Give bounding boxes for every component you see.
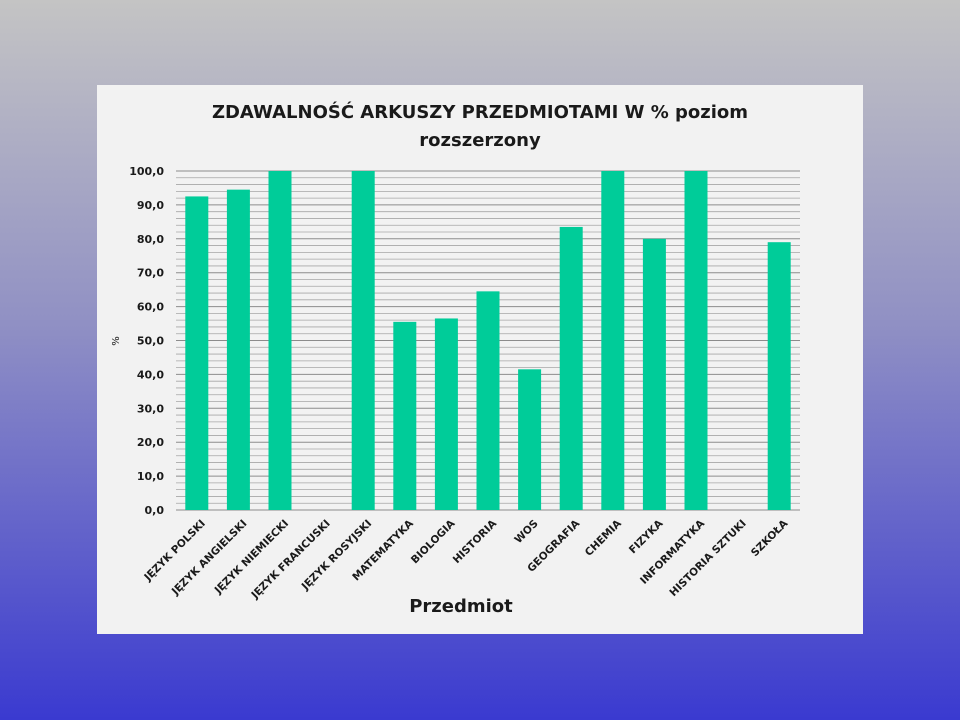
bar <box>684 171 708 510</box>
x-tick-label: JĘZYK FRANCUSKI <box>248 518 332 602</box>
y-tick-label: 60,0 <box>137 301 164 314</box>
bar <box>642 238 666 511</box>
y-tick-label: 40,0 <box>137 368 164 381</box>
x-tick-label: SZKOŁA <box>749 517 791 559</box>
y-tick-label: 70,0 <box>137 267 164 280</box>
bar <box>434 318 458 510</box>
y-tick-label: 80,0 <box>137 233 164 246</box>
bar <box>767 242 791 510</box>
bar <box>559 226 583 510</box>
x-tick-label: WOS <box>512 518 540 546</box>
chart-title: ZDAWALNOŚĆ ARKUSZY PRZEDMIOTAMI W % pozi… <box>211 102 749 151</box>
bar <box>185 196 209 511</box>
y-tick-label: 100,0 <box>129 165 164 178</box>
x-tick-label: JĘZYK ROSYJSKI <box>299 518 375 594</box>
bar <box>476 291 500 510</box>
x-tick-label: JĘZYK ANGIELSKI <box>169 518 250 599</box>
bar <box>601 171 625 510</box>
chart-panel: ZDAWALNOŚĆ ARKUSZY PRZEDMIOTAMI W % pozi… <box>97 85 863 634</box>
bar <box>351 171 375 510</box>
bar <box>518 369 542 510</box>
bar-chart: 0,0 10,0 20,0 30,0 40,0 50,0 60,0 70,0 80,0 90,0 1… <box>111 165 800 617</box>
x-axis-title: Przedmiot <box>409 596 513 617</box>
y-tick-label: 30,0 <box>137 402 164 415</box>
bar <box>226 189 250 510</box>
y-tick-label: 50,0 <box>137 335 164 348</box>
y-tick-label: 90,0 <box>137 199 164 212</box>
x-tick-label: CHEMIA <box>583 517 625 559</box>
y-tick-label: 0,0 <box>145 504 165 517</box>
bar <box>393 321 417 510</box>
x-tick-label: HISTORIA <box>451 517 500 566</box>
x-tick-label: FIZYKA <box>627 517 666 556</box>
bar <box>268 171 292 510</box>
y-tick-label: 20,0 <box>137 436 164 449</box>
x-tick-label: HISTORIA SZTUKI <box>667 518 748 599</box>
y-tick-label: 10,0 <box>137 470 164 483</box>
y-axis-title: % <box>111 336 122 346</box>
x-tick-label: JĘZYK NIEMIECKI <box>212 518 291 597</box>
